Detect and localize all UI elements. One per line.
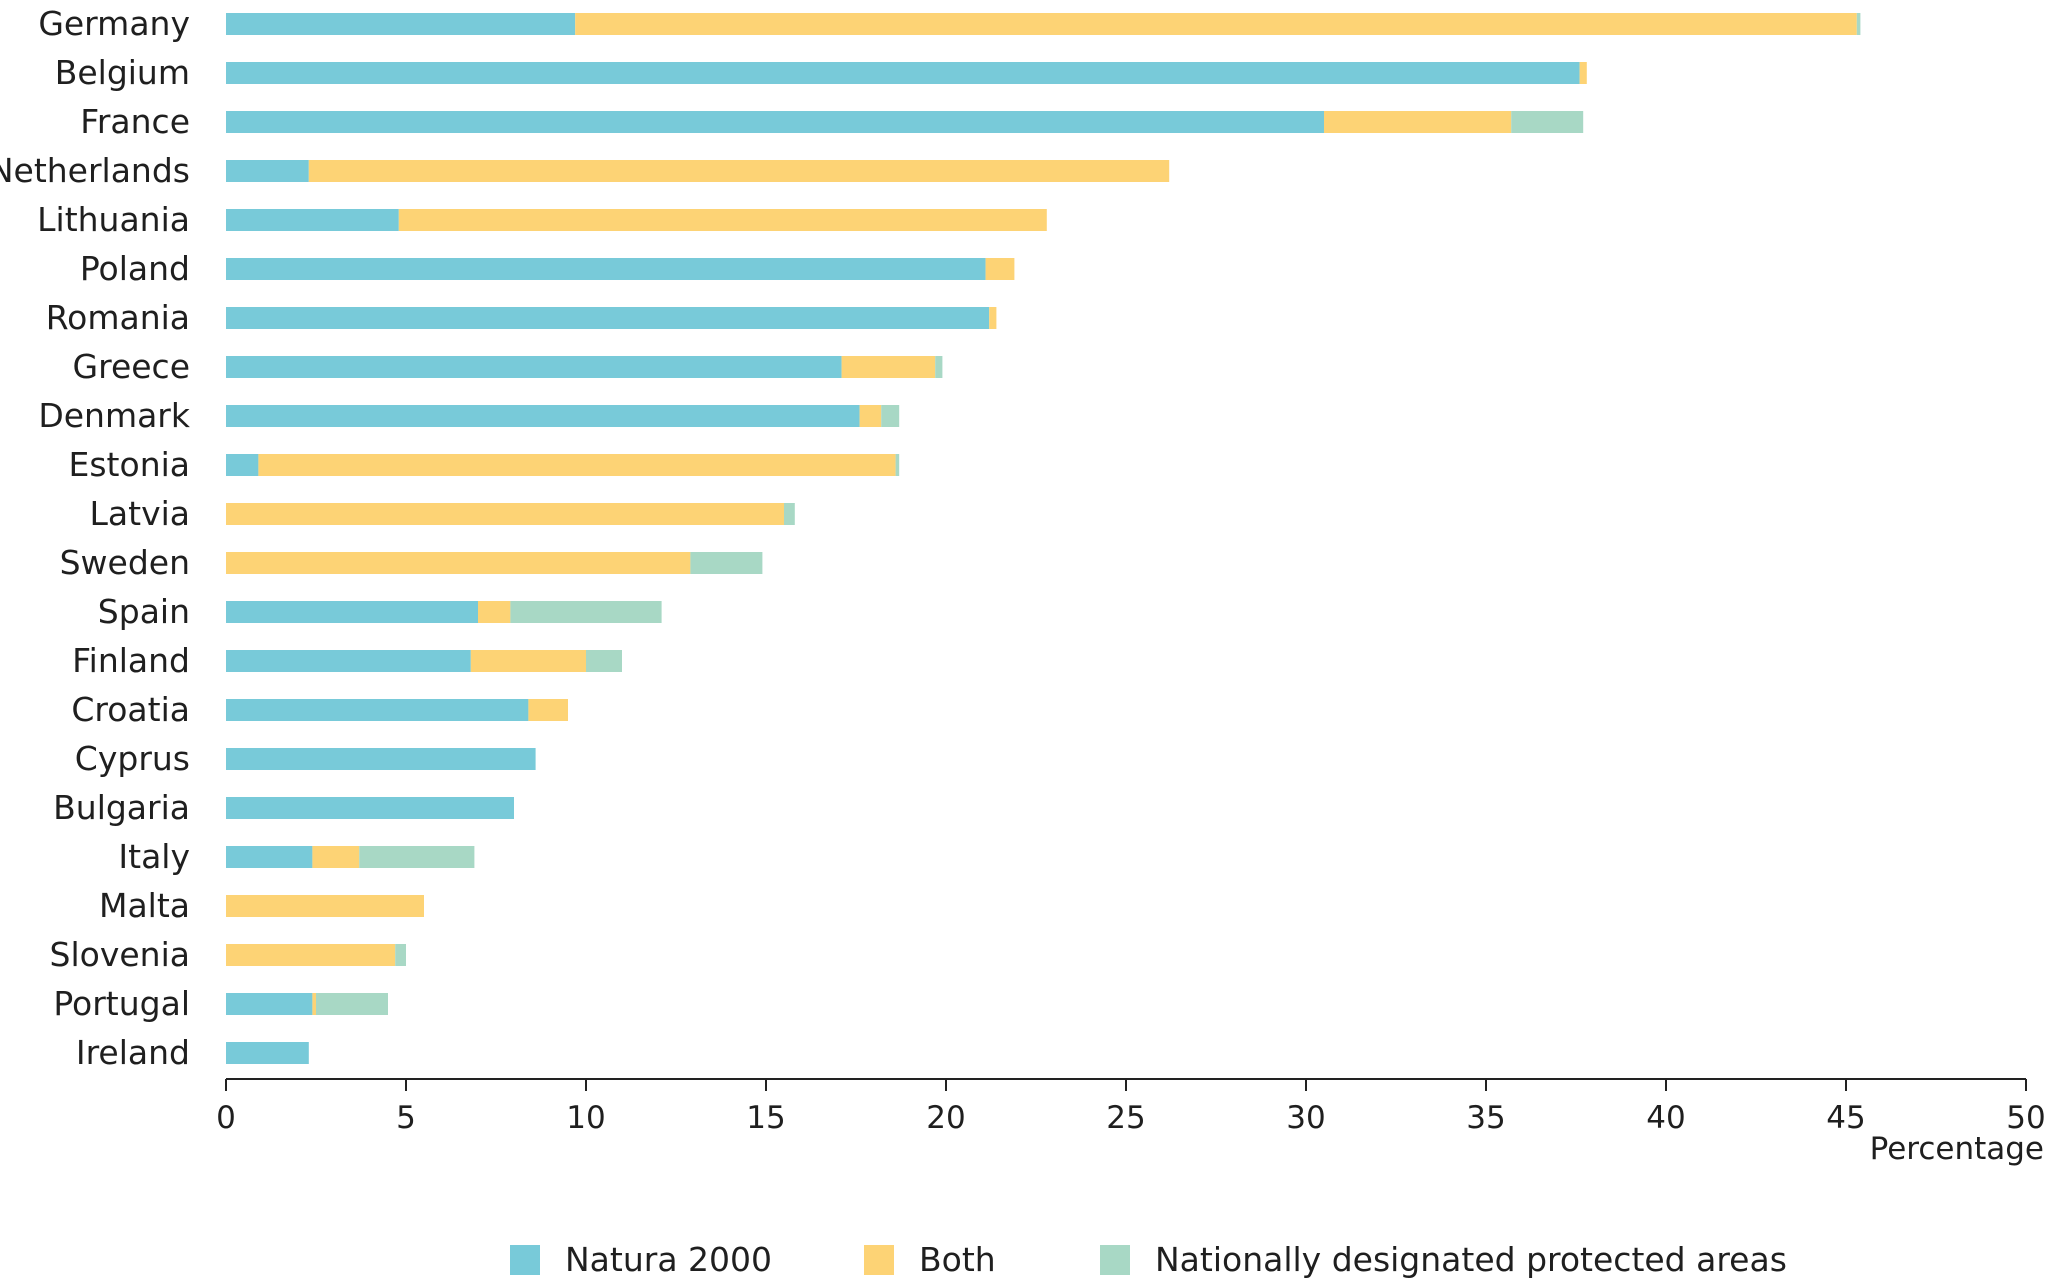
x-tick-label-30: 30 [1286,1100,1325,1136]
x-tick-label-50: 50 [2006,1100,2045,1136]
bar-france-nationally-designated-protected-areas [1511,111,1584,133]
bar-romania-both [989,307,997,329]
category-label-poland: Poland [80,249,190,288]
legend-swatch-nationally-designated-protected-areas [1100,1245,1130,1275]
category-label-finland: Finland [72,641,190,680]
category-label-ireland: Ireland [76,1033,190,1072]
bar-poland-natura-2000 [226,258,986,280]
category-label-cyprus: Cyprus [75,739,190,778]
bar-estonia-natura-2000 [226,454,259,476]
category-label-latvia: Latvia [90,494,190,533]
bar-romania-natura-2000 [226,307,990,329]
bar-france-natura-2000 [226,111,1324,133]
bar-france-both [1324,111,1512,133]
legend-label-both: Both [919,1240,996,1279]
bar-germany-both [575,13,1857,35]
x-tick-label-5: 5 [396,1100,416,1136]
category-label-slovenia: Slovenia [50,935,190,974]
bar-malta-both [226,895,424,917]
category-label-greece: Greece [73,347,190,386]
bar-germany-nationally-designated-protected-areas [1856,13,1861,35]
bar-spain-both [478,601,511,623]
bar-denmark-both [859,405,882,427]
bar-greece-natura-2000 [226,356,842,378]
bar-slovenia-nationally-designated-protected-areas [395,944,406,966]
x-tick-label-25: 25 [1106,1100,1145,1136]
category-label-portugal: Portugal [53,984,190,1023]
category-label-bulgaria: Bulgaria [53,788,190,827]
category-label-netherlands: Netherlands [0,151,190,190]
legend-swatch-natura-2000 [510,1245,540,1275]
bar-greece-both [841,356,936,378]
bar-belgium-natura-2000 [226,62,1580,84]
bar-greece-nationally-designated-protected-areas [935,356,943,378]
bar-croatia-both [528,699,568,721]
legend-swatch-both [864,1245,894,1275]
bar-latvia-both [226,503,784,525]
bar-spain-natura-2000 [226,601,478,623]
category-label-lithuania: Lithuania [37,200,190,239]
bar-denmark-nationally-designated-protected-areas [881,405,900,427]
category-label-croatia: Croatia [71,690,190,729]
bar-spain-nationally-designated-protected-areas [510,601,662,623]
category-label-germany: Germany [38,4,190,43]
bar-germany-natura-2000 [226,13,576,35]
x-tick-label-20: 20 [926,1100,965,1136]
bars-group [226,13,1861,1064]
category-label-italy: Italy [118,837,190,876]
bar-portugal-natura-2000 [226,993,313,1015]
bar-netherlands-both [308,160,1170,182]
bar-croatia-natura-2000 [226,699,529,721]
bar-estonia-both [258,454,896,476]
bar-slovenia-both [226,944,396,966]
bar-ireland-natura-2000 [226,1042,309,1064]
bar-denmark-natura-2000 [226,405,860,427]
category-label-belgium: Belgium [55,53,190,92]
category-label-malta: Malta [99,886,190,925]
legend: Natura 2000 Both Nationally designated pro… [510,1240,1787,1279]
category-label-romania: Romania [46,298,190,337]
bar-belgium-both [1579,62,1587,84]
x-axis-ticks: 0 5 10 15 20 25 30 35 40 45 50 [216,1079,2046,1136]
bar-lithuania-natura-2000 [226,209,399,231]
bar-poland-both [985,258,1015,280]
x-tick-label-40: 40 [1646,1100,1685,1136]
bar-sweden-both [226,552,691,574]
bar-netherlands-natura-2000 [226,160,309,182]
bar-finland-nationally-designated-protected-areas [586,650,622,672]
bar-latvia-nationally-designated-protected-areas [784,503,795,525]
category-labels: Germany Belgium France Netherlands Lithuania… [0,4,191,1072]
category-label-estonia: Estonia [69,445,190,484]
x-tick-label-35: 35 [1466,1100,1505,1136]
category-label-france: France [80,102,190,141]
category-label-sweden: Sweden [60,543,190,582]
x-tick-label-45: 45 [1826,1100,1865,1136]
bar-lithuania-both [398,209,1047,231]
bar-cyprus-natura-2000 [226,748,536,770]
x-tick-label-0: 0 [216,1100,236,1136]
bar-portugal-nationally-designated-protected-areas [316,993,388,1015]
legend-label-natura-2000: Natura 2000 [565,1240,772,1279]
legend-label-nationally-designated-protected-areas: Nationally designated protected areas [1155,1240,1787,1279]
bar-italy-natura-2000 [226,846,313,868]
category-label-denmark: Denmark [38,396,191,435]
x-tick-label-10: 10 [566,1100,605,1136]
bar-italy-both [312,846,360,868]
bar-portugal-both [312,993,316,1015]
bar-italy-nationally-designated-protected-areas [359,846,475,868]
bar-finland-both [470,650,586,672]
bar-estonia-nationally-designated-protected-areas [895,454,900,476]
bar-bulgaria-natura-2000 [226,797,514,819]
x-tick-label-15: 15 [746,1100,785,1136]
bar-finland-natura-2000 [226,650,471,672]
category-label-spain: Spain [98,592,190,631]
x-axis-title: Percentage [1870,1131,2044,1167]
bar-sweden-nationally-designated-protected-areas [690,552,763,574]
